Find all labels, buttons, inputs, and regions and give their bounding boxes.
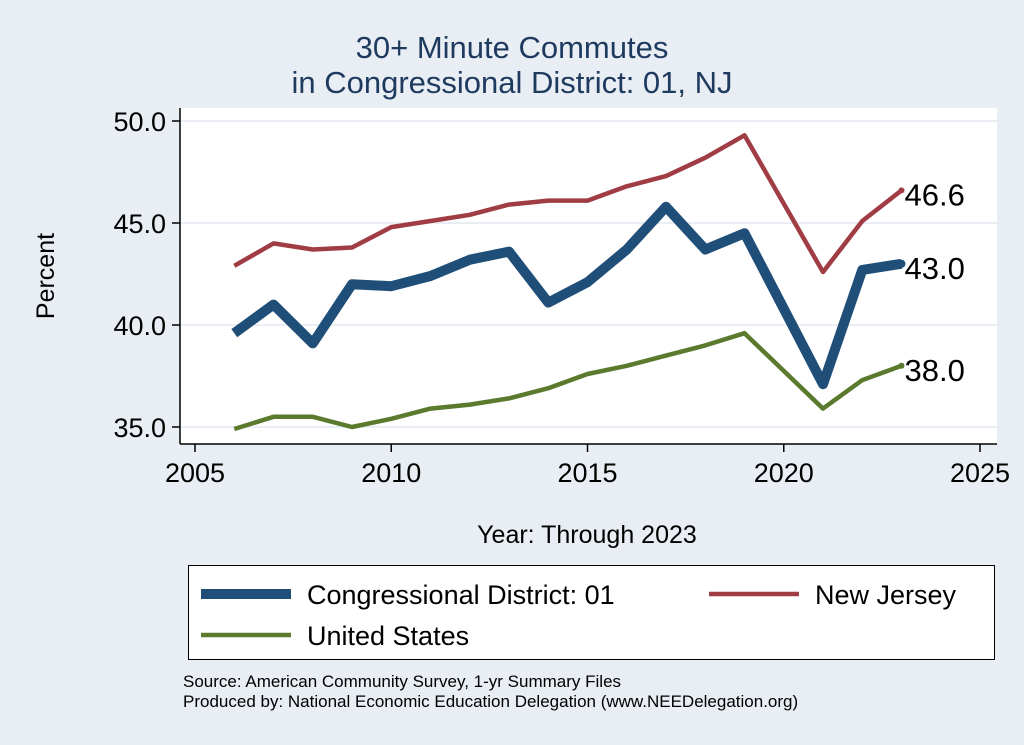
x-tick-label: 2010 (361, 458, 421, 488)
series-end-point-2 (898, 362, 905, 369)
x-axis-title: Year: Through 2023 (477, 521, 697, 549)
y-tick-label: 40.0 (113, 311, 166, 341)
source-note: Source: American Community Survey, 1-yr … (183, 672, 622, 691)
y-tick-label: 50.0 (113, 107, 166, 137)
x-tick-label: 2015 (557, 458, 617, 488)
series-line-0 (231, 201, 903, 390)
legend: Congressional District: 01 New Jersey Unit… (188, 565, 995, 660)
legend-graphics: Congressional District: 01 New Jersey Unit… (201, 580, 957, 651)
chart-title-line-1: 30+ Minute Commutes (355, 30, 669, 65)
x-tick-label: 2025 (950, 458, 1010, 488)
series-end-point-0 (897, 259, 906, 268)
legend-label-1: New Jersey (815, 580, 957, 610)
series-line-1 (233, 133, 903, 275)
series-end-label-1: 46.6 (905, 177, 965, 212)
legend-label-2: United States (307, 621, 469, 651)
chart-title-line-2: in Congressional District: 01, NJ (291, 65, 733, 100)
series-end-label-2: 38.0 (905, 353, 965, 388)
series-end-point-1 (898, 187, 905, 194)
x-tick-label: 2020 (754, 458, 814, 488)
x-tick-label: 2005 (165, 458, 225, 488)
series-line-2 (233, 330, 903, 432)
y-tick-label: 35.0 (113, 413, 166, 443)
y-tick-label: 45.0 (113, 209, 166, 239)
producer-note: Produced by: National Economic Education… (183, 692, 799, 711)
legend-label-0: Congressional District: 01 (307, 580, 615, 610)
plot-area: 35.0 40.0 45.0 50.0 2005 2010 2015 2020 2025 Year… (32, 107, 1010, 549)
y-axis-title: Percent (32, 233, 60, 319)
series-end-label-0: 43.0 (905, 251, 965, 286)
